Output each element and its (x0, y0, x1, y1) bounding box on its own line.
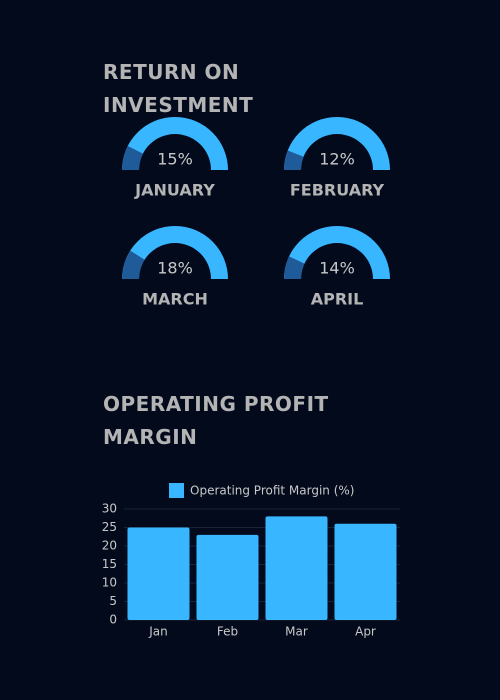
y-tick-label: 15 (102, 557, 117, 571)
gauge-value (284, 150, 304, 170)
gauge-track (284, 117, 390, 170)
legend-swatch (169, 483, 184, 498)
bar (334, 523, 397, 620)
chart-title: RETURN ON INVESTMENT (103, 60, 254, 117)
gauge-value (284, 256, 305, 279)
y-tick-label: 0 (109, 613, 117, 627)
y-tick-label: 5 (109, 594, 117, 608)
y-tick-label: 20 (102, 539, 117, 553)
gauge-category: APRIL (311, 290, 364, 309)
gauge-category: FEBRUARY (290, 181, 385, 200)
gauge-track (284, 226, 390, 279)
gauge-label: 14% (319, 259, 355, 278)
x-tick-label: Apr (355, 625, 376, 639)
bar (127, 527, 190, 620)
gauge-value (122, 145, 143, 170)
gauge-label: 18% (157, 259, 193, 278)
gauge-track (122, 226, 228, 279)
gauge-value (122, 250, 145, 279)
legend-label: Operating Profit Margin (%) (190, 484, 355, 498)
chart-title: OPERATING PROFIT MARGIN (103, 392, 329, 449)
x-tick-label: Mar (285, 625, 308, 639)
x-tick-label: Jan (148, 625, 168, 639)
gauge-label: 15% (157, 150, 193, 169)
bar (196, 534, 259, 620)
y-tick-label: 30 (102, 502, 117, 516)
gauge-track (122, 117, 228, 170)
gauge-category: MARCH (142, 290, 208, 309)
gauge-category: JANUARY (134, 181, 215, 200)
bar (265, 516, 328, 620)
x-tick-label: Feb (217, 625, 238, 639)
y-tick-label: 25 (102, 520, 117, 534)
gauge-label: 12% (319, 150, 355, 169)
y-tick-label: 10 (102, 576, 117, 590)
